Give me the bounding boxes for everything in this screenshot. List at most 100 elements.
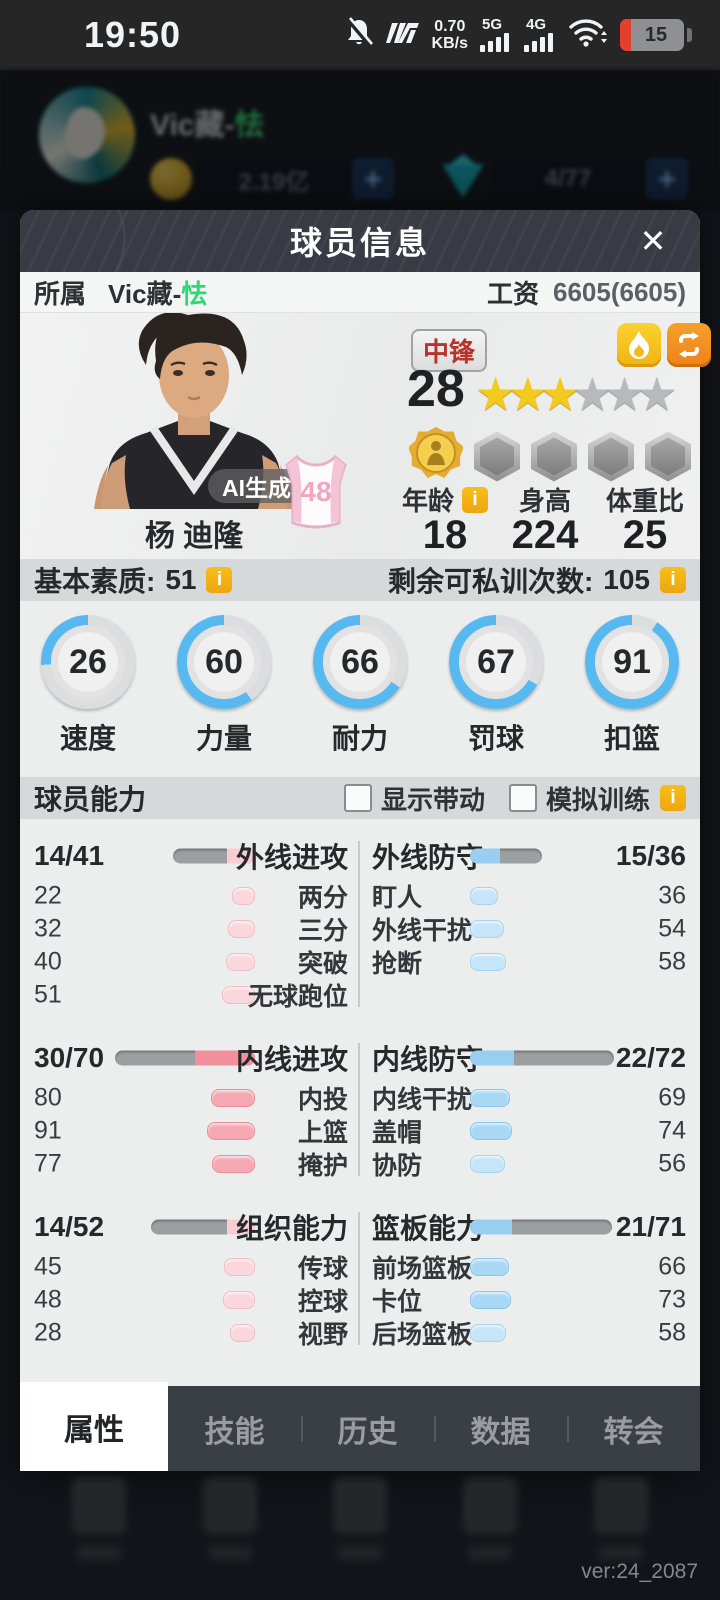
attr-value-text: 224 bbox=[511, 513, 579, 557]
gauge-value: 91 bbox=[613, 642, 651, 681]
clock: 19:50 bbox=[84, 14, 182, 55]
star-empty-icon: ★ bbox=[604, 368, 645, 420]
add-coin-button[interactable]: + bbox=[352, 158, 394, 200]
notifications-off-icon bbox=[344, 16, 374, 54]
stat-pill-pink bbox=[222, 1290, 255, 1309]
group-right-fill bbox=[470, 848, 500, 864]
stat-value: 58 bbox=[658, 947, 686, 975]
star-rating: ★★★★★★ bbox=[475, 367, 678, 421]
group-left-value: 30/70 bbox=[34, 1042, 105, 1073]
ability-label: 球员能力 bbox=[34, 784, 147, 815]
gauge-力量: 60 力量 bbox=[160, 615, 288, 757]
stat-group-header: 14/41 外线进攻 外线防守 15/36 bbox=[20, 833, 700, 879]
stat-value: 28 bbox=[34, 1318, 62, 1346]
star-filled-icon: ★ bbox=[475, 368, 516, 420]
group-right-value: 21/71 bbox=[615, 1211, 686, 1242]
stat-value: 45 bbox=[34, 1252, 62, 1280]
info-icon[interactable]: i bbox=[660, 785, 686, 811]
tab-属性[interactable]: 属性 bbox=[20, 1382, 168, 1471]
group-right-fill bbox=[470, 1050, 514, 1066]
attr-label-text: 身高 bbox=[518, 486, 571, 516]
checkbox-显示带动[interactable] bbox=[343, 784, 372, 812]
tab-历史[interactable]: 历史 bbox=[301, 1386, 434, 1471]
star-filled-icon: ★ bbox=[507, 368, 548, 420]
tab-技能[interactable]: 技能 bbox=[204, 1415, 265, 1449]
base-quality-bar: 基本素质: 51 i 剩余可私训次数: 105 i bbox=[20, 559, 700, 601]
gauge-value: 66 bbox=[341, 642, 379, 681]
stat-label: 协防 bbox=[372, 1151, 423, 1180]
add-gem-button[interactable]: + bbox=[646, 158, 688, 200]
nav-item[interactable] bbox=[72, 1478, 127, 1578]
group-left-value: 14/52 bbox=[34, 1211, 105, 1242]
stat-label: 两分 bbox=[297, 883, 348, 912]
team-avatar[interactable] bbox=[36, 84, 138, 186]
nav-item[interactable] bbox=[202, 1478, 257, 1578]
stat-value: 51 bbox=[34, 980, 62, 1008]
gauge-耐力: 66 耐力 bbox=[296, 615, 424, 757]
signal-4g: 4G bbox=[524, 17, 556, 52]
stat-label: 盯人 bbox=[372, 883, 423, 912]
group-right-label: 外线防守 bbox=[372, 842, 485, 873]
checkbox-group: 显示带动 bbox=[343, 780, 485, 817]
stat-pill-blue bbox=[470, 1154, 506, 1173]
tab-数据[interactable]: 数据 bbox=[434, 1386, 567, 1471]
column-divider bbox=[358, 1212, 360, 1345]
attr-value-col: 25 bbox=[595, 513, 695, 558]
swap-player-button[interactable] bbox=[667, 323, 711, 367]
stat-group-header: 30/70 内线进攻 内线防守 22/72 bbox=[20, 1035, 700, 1081]
stat-label: 突破 bbox=[297, 949, 348, 978]
gold-medal-icon bbox=[408, 425, 464, 488]
fire-action-button[interactable] bbox=[617, 323, 661, 367]
stat-label: 无球跑位 bbox=[247, 982, 348, 1011]
gauge-label: 耐力 bbox=[331, 723, 388, 754]
network-speed: 0.70 KB/s bbox=[431, 18, 468, 52]
stat-pill-pink bbox=[211, 1088, 255, 1107]
gauge-label: 力量 bbox=[195, 723, 252, 754]
group-right-label: 篮板能力 bbox=[372, 1213, 485, 1244]
stat-label: 掩护 bbox=[297, 1151, 348, 1180]
group-left-fill bbox=[227, 848, 255, 864]
stat-label: 外线干扰 bbox=[372, 916, 473, 945]
tab-转会[interactable]: 转会 bbox=[567, 1386, 700, 1471]
close-icon[interactable]: ✕ bbox=[639, 223, 667, 259]
stat-value: 69 bbox=[658, 1083, 686, 1111]
jersey-number-icon: 48 bbox=[283, 453, 349, 534]
stat-row: 45 传球 前场篮板 66 bbox=[20, 1250, 700, 1283]
wage-value: 6605(6605) bbox=[553, 276, 686, 307]
modal-header: 球员信息 ✕ bbox=[20, 210, 700, 272]
group-left-label: 组织能力 bbox=[235, 1213, 348, 1244]
stat-row: 22 两分 盯人 36 bbox=[20, 879, 700, 912]
gauge-label: 罚球 bbox=[467, 723, 524, 754]
ownership-row: 所属 Vic藏-怯 工资 6605(6605) bbox=[20, 272, 700, 313]
stat-group: 14/52 组织能力 篮板能力 21/71 45 传球 前场篮板 66 48 控球 卡位 73 28 视野… bbox=[20, 1204, 700, 1349]
stat-label: 传球 bbox=[297, 1254, 348, 1283]
stats-panel: 14/41 外线进攻 外线防守 15/36 22 两分 盯人 36 32 三分 外线干扰 54 40 突破… bbox=[20, 819, 700, 1386]
gauge-ring: 67 bbox=[449, 615, 543, 709]
column-divider bbox=[358, 841, 360, 1007]
group-right-label: 内线防守 bbox=[372, 1044, 485, 1075]
battery-indicator: 15 bbox=[620, 19, 684, 51]
base-quality-value: 51 bbox=[165, 564, 197, 595]
group-right-bar bbox=[470, 1050, 614, 1066]
gauge-label: 扣篮 bbox=[603, 723, 660, 754]
gauge-扣篮: 91 扣篮 bbox=[568, 615, 696, 757]
info-icon[interactable]: i bbox=[462, 486, 488, 513]
empty-badge-hexagon bbox=[474, 431, 520, 482]
stat-pill-blue bbox=[470, 1323, 506, 1342]
nav-item[interactable] bbox=[463, 1478, 518, 1578]
checkbox-模拟训练[interactable] bbox=[508, 784, 537, 812]
stat-value: 77 bbox=[34, 1149, 62, 1177]
nav-item[interactable] bbox=[332, 1478, 387, 1578]
group-left-label: 内线进攻 bbox=[235, 1044, 348, 1075]
stat-pill-blue bbox=[470, 919, 505, 938]
nav-item[interactable] bbox=[593, 1478, 648, 1578]
info-icon[interactable]: i bbox=[206, 567, 233, 593]
jersey-number: 48 bbox=[300, 476, 331, 507]
star-empty-icon: ★ bbox=[636, 368, 677, 420]
attr-label-1: 身高 bbox=[495, 481, 595, 518]
stat-pill-pink bbox=[221, 985, 255, 1004]
stat-label: 上篮 bbox=[297, 1118, 348, 1147]
info-icon[interactable]: i bbox=[660, 567, 686, 593]
column-divider bbox=[358, 1043, 360, 1176]
group-left-value: 14/41 bbox=[34, 840, 105, 871]
